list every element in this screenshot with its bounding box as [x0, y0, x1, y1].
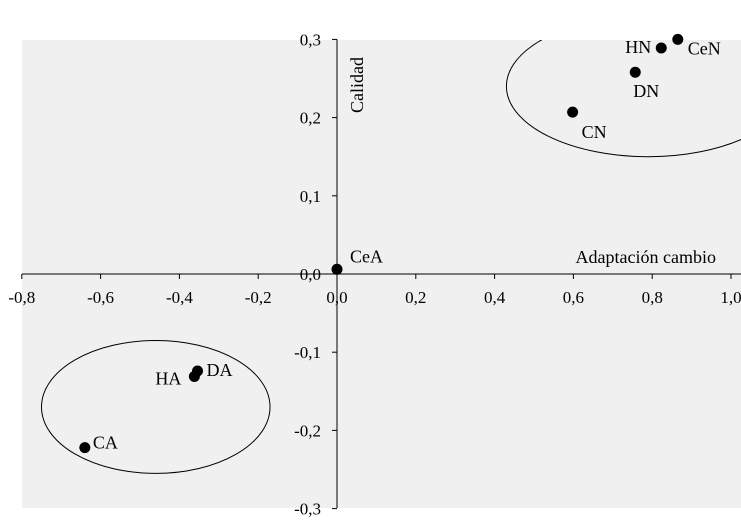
point-label-cn: CN — [582, 122, 607, 142]
cluster-ellipse-2 — [40, 339, 271, 474]
point-hn — [655, 42, 667, 54]
y-axis-title: Calidad — [347, 57, 367, 113]
x-tick-label: -0,2 — [245, 288, 272, 307]
point-label-hn: HN — [625, 37, 651, 57]
y-tick-label: 0,0 — [300, 265, 321, 284]
point-label-ha: HA — [155, 368, 181, 388]
point-label-da: DA — [207, 360, 233, 380]
x-tick-label: -0,4 — [166, 288, 193, 307]
x-tick-label: 0,4 — [484, 288, 506, 307]
point-label-cea: CeA — [350, 246, 383, 266]
y-tick-label: -0,1 — [294, 343, 321, 362]
x-tick-label: 0,8 — [642, 288, 663, 307]
x-tick-label: -0,8 — [8, 288, 35, 307]
y-tick-label: -0,3 — [294, 500, 321, 519]
x-axis-title: Adaptación cambio — [576, 247, 716, 267]
point-cea — [331, 263, 343, 275]
cluster-ellipse-1 — [505, 40, 741, 158]
x-tick-label: -0,6 — [87, 288, 114, 307]
point-label-cen: CeN — [688, 38, 721, 58]
x-tick-label: 0,6 — [563, 288, 584, 307]
y-tick-label: 0,3 — [300, 30, 321, 49]
y-tick-label: -0,2 — [294, 421, 321, 440]
x-tick-label: 0,2 — [405, 288, 426, 307]
point-label-ca: CA — [93, 433, 118, 453]
point-cen — [672, 33, 684, 45]
point-ha — [188, 370, 200, 382]
point-cn — [567, 106, 579, 118]
x-tick-label: 1,0 — [720, 288, 741, 307]
point-ca — [79, 442, 91, 454]
y-tick-label: 0,1 — [300, 187, 321, 206]
point-label-dn: DN — [633, 81, 659, 101]
x-tick-label: 0,0 — [326, 288, 347, 307]
y-tick-label: 0,2 — [300, 109, 321, 128]
point-dn — [629, 66, 641, 78]
